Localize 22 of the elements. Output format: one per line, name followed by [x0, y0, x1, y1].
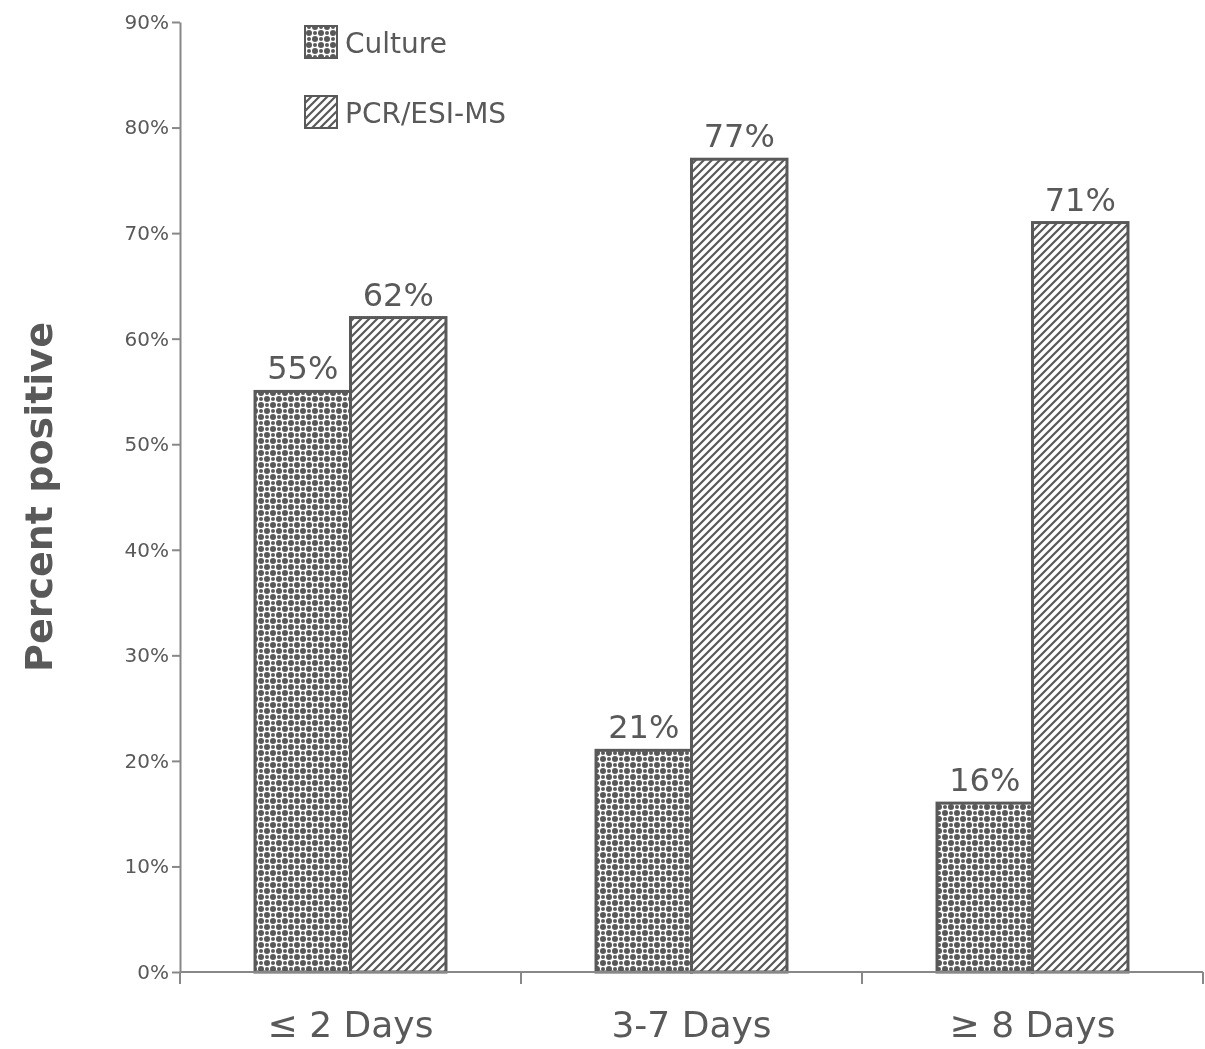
legend-label: Culture [345, 27, 447, 60]
x-tick-label: ≥ 8 Days [949, 1004, 1116, 1045]
y-tick-label: 10% [124, 854, 169, 879]
y-tick-label: 80% [124, 115, 169, 140]
data-label: 21% [608, 708, 680, 747]
y-tick-label: 70% [124, 221, 169, 246]
y-tick-label: 90% [124, 9, 169, 34]
y-tick-label: 60% [124, 326, 169, 351]
data-label: 55% [267, 349, 339, 388]
data-label: 62% [362, 275, 434, 314]
x-tick-label: 3-7 Days [611, 1004, 772, 1045]
data-label: 16% [949, 761, 1021, 800]
data-label: 71% [1044, 180, 1116, 219]
y-axis-title: Percent positive [17, 322, 61, 672]
y-tick-label: 50% [124, 432, 169, 457]
x-tick-label: ≤ 2 Days [267, 1004, 434, 1045]
y-tick-label: 0% [137, 959, 169, 984]
y-tick-label: 30% [124, 643, 169, 668]
y-tick-label: 20% [124, 748, 169, 773]
legend-label: PCR/ESI-MS [345, 97, 507, 130]
data-label: 77% [703, 117, 775, 156]
y-tick-label: 40% [124, 537, 169, 562]
